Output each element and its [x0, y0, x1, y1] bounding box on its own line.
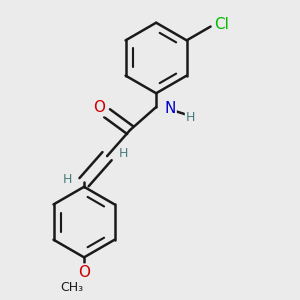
Text: H: H — [186, 111, 195, 124]
Text: O: O — [93, 100, 105, 115]
Text: Cl: Cl — [214, 16, 229, 32]
Text: H: H — [119, 147, 129, 160]
Text: O: O — [78, 265, 90, 280]
Text: N: N — [164, 101, 176, 116]
Text: CH₃: CH₃ — [60, 281, 83, 294]
Text: H: H — [62, 172, 72, 186]
